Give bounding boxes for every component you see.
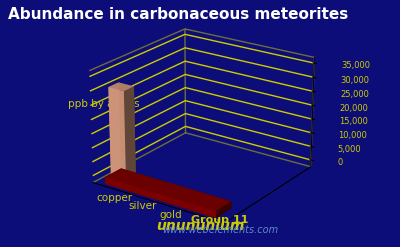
Text: Abundance in carbonaceous meteorites: Abundance in carbonaceous meteorites [8,7,348,22]
Text: www.webelements.com: www.webelements.com [162,226,278,235]
